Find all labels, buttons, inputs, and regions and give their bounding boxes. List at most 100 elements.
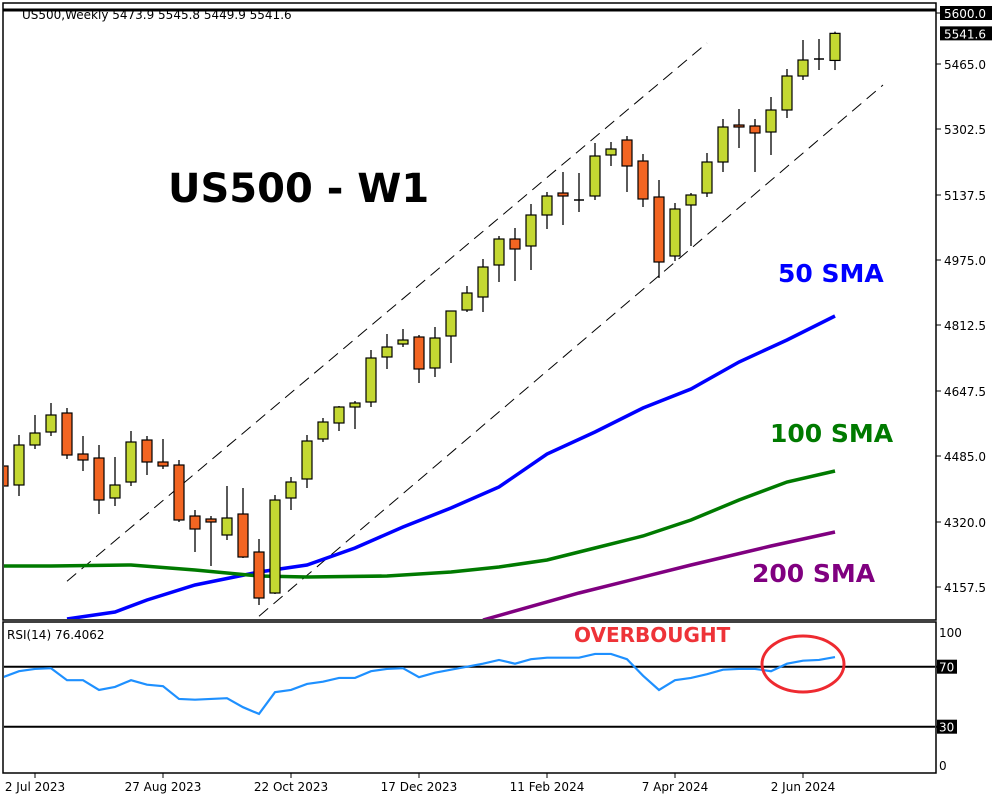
candle: [189, 510, 201, 552]
candle: [205, 516, 217, 566]
candle: [269, 495, 281, 594]
candle: [253, 539, 265, 605]
axes: 5600.0 5465.0 5302.5 5137.5 4975.0 4812.5 4647…: [3, 6, 992, 794]
candle: [285, 477, 297, 510]
candle-body: [269, 499, 281, 594]
candle-body: [253, 551, 265, 599]
candle: [301, 435, 313, 488]
candle: [781, 69, 793, 118]
candle-body: [413, 336, 425, 370]
candle-body: [237, 513, 249, 558]
candle-body: [349, 402, 361, 408]
candle-body: [653, 196, 665, 263]
price-tick-label: 5465.0: [944, 58, 986, 72]
date-tick-label: 2 Jul 2023: [5, 780, 65, 794]
candle-body: [29, 432, 41, 446]
candle: [477, 259, 489, 312]
candle: [829, 31, 841, 71]
candle-body: [733, 124, 745, 128]
chart-title: US500 - W1: [168, 166, 429, 212]
candle: [557, 172, 569, 225]
candle-body: [621, 139, 633, 167]
candle-body: [205, 518, 217, 523]
price-tick-label: 4812.5: [944, 319, 986, 333]
sma50-label: 50 SMA: [778, 259, 884, 288]
price-tick-label: 5600.0: [944, 7, 986, 21]
candle-body: [365, 357, 377, 403]
rsi-label-bg: [937, 719, 957, 734]
candle-body: [509, 238, 521, 250]
candle: [125, 431, 137, 486]
rsi-tick-label: 70: [939, 661, 954, 675]
candle: [381, 334, 393, 369]
price-tick-label: 4647.5: [944, 385, 986, 399]
candle: [45, 403, 57, 436]
rsi-label: RSI(14) 76.4062: [7, 628, 105, 642]
price-tick-label: 5302.5: [944, 123, 986, 137]
rsi-panel-frame: [2, 621, 937, 774]
candle-body: [173, 464, 185, 521]
candle-body: [461, 292, 473, 311]
candle-body: [557, 192, 569, 197]
candle-body: [381, 346, 393, 358]
candle-body: [797, 59, 809, 77]
candle: [717, 119, 729, 172]
candle: [413, 335, 425, 383]
rsi-line: [4, 652, 836, 716]
candle: [621, 136, 633, 192]
candle-body: [189, 515, 201, 530]
candle: [237, 488, 249, 558]
overbought-label: OVERBOUGHT: [574, 623, 731, 647]
date-tick-label: 11 Feb 2024: [510, 780, 585, 794]
price-tick-label: 4320.0: [944, 516, 986, 530]
candle: [461, 286, 473, 312]
candle-body: [45, 414, 57, 433]
candle-body: [221, 517, 233, 536]
candle-body: [685, 194, 697, 206]
candle: [749, 119, 761, 172]
candle-body: [781, 75, 793, 111]
candle-body: [717, 126, 729, 163]
candle-body: [445, 310, 457, 337]
date-tick-label: 22 Oct 2023: [254, 780, 328, 794]
candle: [221, 486, 233, 540]
price-tick-label: 4157.5: [944, 581, 986, 595]
candle: [653, 180, 665, 278]
candle: [173, 460, 185, 522]
date-tick-label: 7 Apr 2024: [642, 780, 709, 794]
candle-body: [141, 439, 153, 463]
rsi-tick-label: 30: [939, 721, 954, 735]
candle-body: [397, 339, 409, 345]
candle-body: [477, 266, 489, 298]
current-price-bg: [940, 26, 992, 41]
candle-body: [541, 195, 553, 216]
candle: [13, 435, 25, 496]
date-tick-label: 17 Dec 2023: [381, 780, 458, 794]
candle: [109, 457, 121, 506]
candle: [349, 401, 361, 429]
candle-body: [429, 337, 441, 369]
candle: [669, 203, 681, 261]
rsi-label-bg: [937, 659, 957, 674]
candle-body: [77, 453, 89, 461]
price-tick-label: 4485.0: [944, 450, 986, 464]
overbought-highlight-circle: [760, 634, 846, 694]
rsi-tick-label: 100: [939, 626, 962, 640]
candle: [77, 436, 89, 471]
candle: [61, 408, 73, 459]
candle-body: [157, 461, 169, 467]
sma100-label: 100 SMA: [770, 419, 894, 448]
date-tick-label: 27 Aug 2023: [125, 780, 202, 794]
rsi-tick-label: 0: [939, 759, 947, 773]
sma200-label: 200 SMA: [752, 559, 876, 588]
candle: [733, 109, 745, 148]
candle-body: [829, 32, 841, 62]
candle-body: [669, 208, 681, 257]
candle-body: [749, 125, 761, 134]
candle: [541, 192, 553, 229]
candle-body: [4, 465, 9, 487]
candle: [429, 327, 441, 377]
candle: [93, 445, 105, 514]
candle: [701, 153, 713, 197]
